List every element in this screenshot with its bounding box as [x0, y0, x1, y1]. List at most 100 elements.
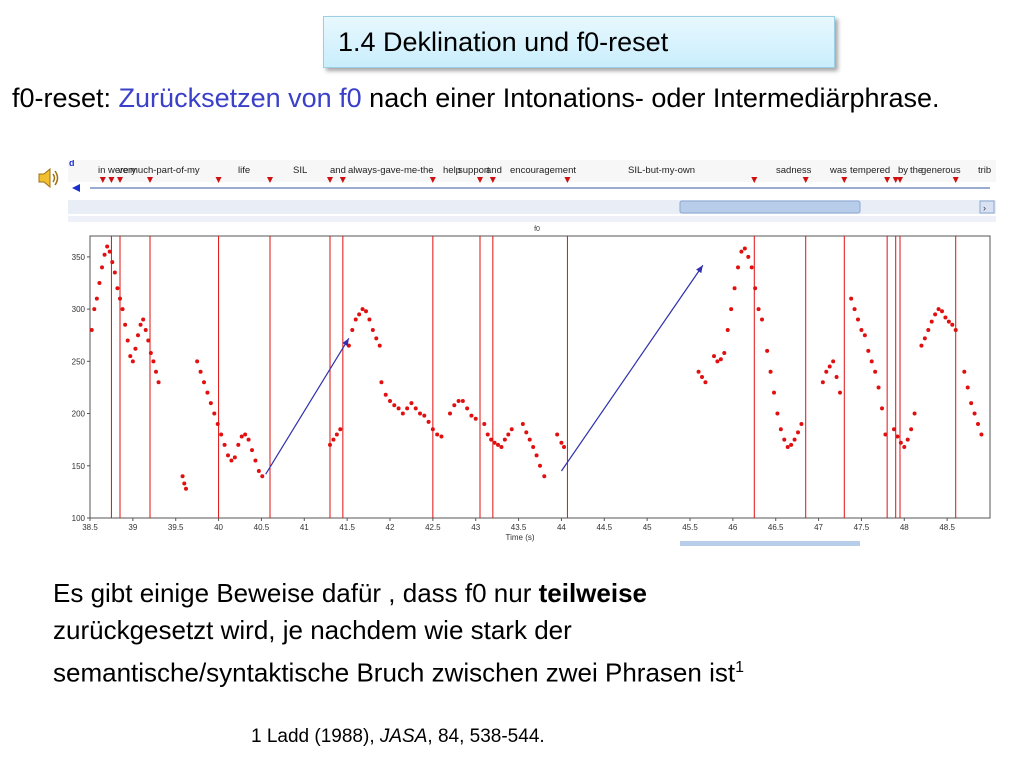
tier-word-label[interactable]: very — [118, 165, 136, 176]
f0-point — [212, 411, 217, 416]
f0-point — [531, 444, 536, 449]
tier-word-label[interactable]: always-gave-me-the — [348, 165, 434, 176]
f0-point — [765, 348, 770, 353]
tier-word-label[interactable]: encouragement — [510, 165, 576, 176]
tier-marker[interactable] — [108, 177, 115, 183]
footnote-ref: 1 — [735, 659, 744, 676]
f0-point — [739, 249, 744, 254]
body-bold: teilweise — [538, 578, 648, 608]
tier-marker[interactable] — [117, 177, 123, 183]
f0-point — [100, 265, 104, 270]
f0-point — [524, 430, 529, 435]
tier-word-label[interactable]: life — [238, 165, 250, 176]
scroll-right-button[interactable] — [979, 200, 995, 214]
f0-point — [141, 317, 146, 322]
f0-point — [465, 406, 470, 411]
tier-word-label[interactable]: by — [898, 165, 908, 176]
f0-point — [856, 317, 860, 322]
body-line3: semantische/syntaktische Bruch zwischen … — [53, 657, 736, 688]
tier-marker[interactable] — [429, 177, 436, 183]
tier-word-label[interactable]: the — [910, 165, 923, 176]
f0-point — [926, 328, 931, 332]
tier-marker[interactable] — [327, 177, 333, 183]
tier-marker[interactable] — [564, 177, 571, 183]
f0-point — [555, 432, 560, 437]
f0-point — [838, 390, 842, 395]
f0-point — [256, 469, 261, 473]
tier-marker[interactable] — [215, 177, 222, 183]
tier-marker[interactable] — [489, 177, 496, 183]
tier-word-label[interactable]: support — [458, 165, 490, 176]
f0-point — [559, 440, 564, 445]
tier-word-label[interactable]: and — [486, 165, 502, 176]
f0-point — [902, 444, 907, 449]
f0-point — [219, 432, 224, 437]
bottom-scrollbar-thumb[interactable] — [680, 541, 860, 546]
tier-word-label[interactable]: much-part-of-my — [130, 165, 200, 176]
panel-title: f0 — [534, 226, 540, 233]
footnote: 1 Ladd (1988), JASA, 84, 538-544. — [251, 726, 545, 748]
f0-point — [778, 427, 783, 432]
tier-word-label[interactable]: SIL — [293, 165, 307, 176]
f0-point — [922, 336, 927, 341]
tier-marker[interactable] — [897, 177, 903, 183]
tier-word-label[interactable]: was — [829, 165, 847, 176]
x-axis: 38.5 39 39.5 40 40.5 41 41.5 42 42.5 43 43.5 44 44.5… — [82, 518, 955, 532]
f0-point — [360, 307, 365, 312]
tier-word-label[interactable]: trib — [978, 165, 991, 176]
tier-marker[interactable] — [892, 177, 899, 183]
f0-point — [184, 486, 188, 491]
x-tick-label: 44.5 — [596, 523, 612, 532]
f0-point — [976, 422, 980, 426]
f0-point — [496, 442, 500, 447]
tier-word-label[interactable]: help — [443, 165, 461, 176]
f0-point — [439, 434, 444, 439]
x-tick-label: 39.5 — [168, 523, 184, 532]
f0-point — [246, 437, 251, 442]
tier-marker[interactable] — [841, 177, 848, 183]
speaker-icon[interactable] — [36, 165, 62, 191]
scrollbar-thumb[interactable] — [679, 200, 861, 214]
tier-marker[interactable] — [802, 177, 809, 183]
tier-word-label[interactable]: SIL-but-my-own — [628, 165, 695, 176]
nav-left-arrow-icon[interactable] — [72, 184, 80, 192]
tier-marker[interactable] — [884, 177, 891, 183]
x-tick-label: 43.5 — [511, 523, 527, 532]
tier-marker[interactable] — [267, 177, 273, 183]
x-tick-label: 47 — [814, 523, 823, 532]
tier-marker[interactable] — [477, 177, 483, 183]
f0-point — [250, 448, 254, 453]
tier-marker[interactable] — [147, 177, 153, 183]
tier-marker[interactable] — [99, 177, 106, 183]
f0-point — [905, 437, 910, 442]
boundary-lines — [110, 236, 957, 518]
f0-point — [97, 281, 102, 285]
tier-word-label[interactable]: generous — [921, 165, 961, 176]
f0-point — [969, 401, 974, 406]
f0-point — [208, 401, 213, 406]
f0-point — [785, 444, 790, 449]
tier-marker[interactable] — [339, 177, 346, 183]
f0-point — [866, 348, 871, 353]
f0-point — [435, 432, 440, 437]
y-tick-label: 200 — [72, 410, 86, 419]
f0-point — [379, 380, 384, 385]
annotation-tier[interactable] — [68, 160, 996, 182]
y-tick-label: 300 — [72, 305, 86, 314]
tier-marker[interactable] — [952, 177, 959, 183]
f0-point — [426, 419, 431, 424]
tier-word-label[interactable]: sadness — [776, 165, 812, 176]
f0-point — [202, 380, 206, 385]
tier-word-label[interactable]: and — [330, 165, 346, 176]
f0-point — [125, 338, 130, 343]
f0-point — [94, 296, 99, 301]
f0-point — [950, 322, 955, 327]
tier-word-label[interactable]: in — [98, 165, 105, 176]
tier-word-label[interactable]: tempered — [850, 165, 890, 176]
x-tick-label: 42 — [386, 523, 395, 532]
f0-point — [929, 319, 934, 324]
tier-word-label[interactable]: were — [107, 165, 129, 176]
tier-marker[interactable] — [751, 177, 758, 183]
f0-point — [154, 369, 158, 374]
